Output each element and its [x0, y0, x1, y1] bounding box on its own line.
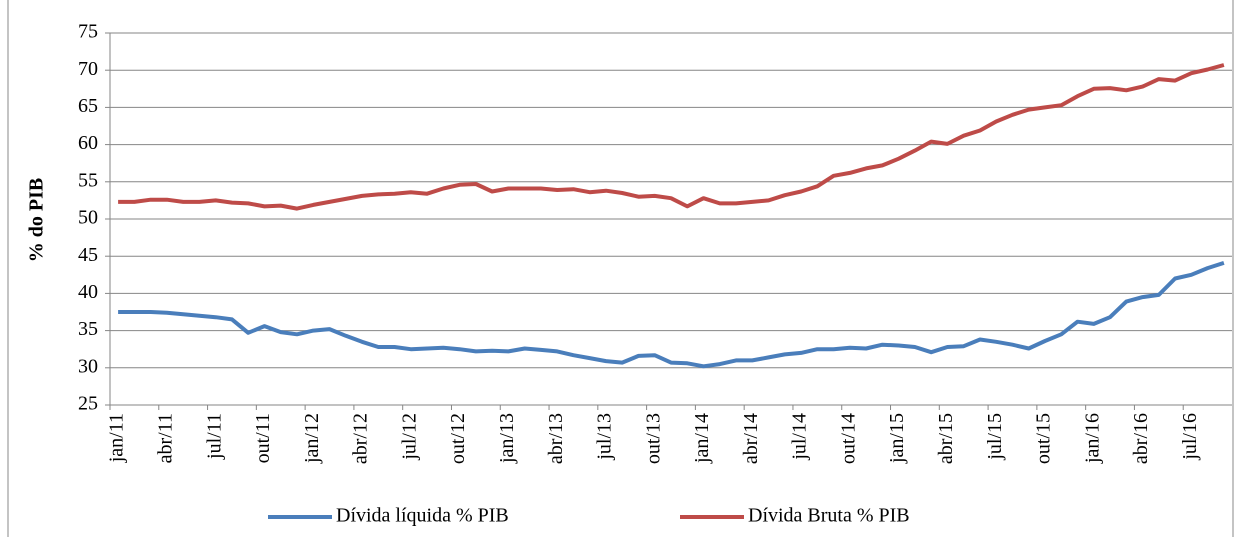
- y-tick-label: 30: [78, 355, 98, 377]
- x-tick-label: abr/15: [935, 413, 957, 464]
- x-tick-label: jul/11: [203, 413, 225, 460]
- x-tick-label: out/13: [642, 413, 664, 464]
- y-tick-label: 40: [78, 281, 98, 303]
- y-tick-label: 70: [78, 58, 98, 80]
- x-tick-label: out/15: [1033, 413, 1055, 464]
- x-tick-label: jul/16: [1179, 413, 1201, 461]
- x-tick-label: jan/14: [691, 413, 713, 464]
- y-tick-label: 60: [78, 132, 98, 154]
- legend-label: Dívida Bruta % PIB: [748, 505, 910, 527]
- x-tick-label: jan/11: [106, 413, 128, 463]
- x-tick-label: jul/14: [789, 413, 811, 461]
- y-tick-label: 75: [78, 21, 98, 43]
- series-line: [118, 260, 1225, 369]
- x-tick-label: jul/15: [984, 413, 1006, 461]
- y-tick-label: 50: [78, 207, 98, 229]
- x-tick-label: out/11: [252, 413, 274, 463]
- x-tick-label: jan/15: [886, 413, 908, 464]
- x-tick-label: jan/13: [496, 413, 518, 464]
- legend-label: Dívida líquida % PIB: [336, 505, 509, 527]
- x-tick-label: jul/13: [594, 413, 616, 461]
- x-tick-label: jan/16: [1081, 413, 1103, 464]
- x-tick-label: abr/14: [740, 413, 762, 464]
- x-tick-label: abr/16: [1130, 413, 1152, 464]
- x-tick-label: abr/13: [545, 413, 567, 464]
- x-tick-label: abr/11: [155, 413, 177, 463]
- x-tick-label: out/12: [447, 413, 469, 464]
- y-axis-label: % do PIB: [26, 178, 48, 262]
- x-tick-label: jul/12: [398, 413, 420, 461]
- y-tick-label: 45: [78, 244, 98, 266]
- y-tick-label: 55: [78, 169, 98, 191]
- x-tick-label: abr/12: [350, 413, 372, 464]
- y-tick-label: 25: [78, 393, 98, 415]
- y-tick-label: 35: [78, 318, 98, 340]
- series-line: [118, 63, 1225, 211]
- y-tick-label: 65: [78, 95, 98, 117]
- x-tick-label: jan/12: [301, 413, 323, 464]
- x-tick-label: out/14: [837, 413, 859, 464]
